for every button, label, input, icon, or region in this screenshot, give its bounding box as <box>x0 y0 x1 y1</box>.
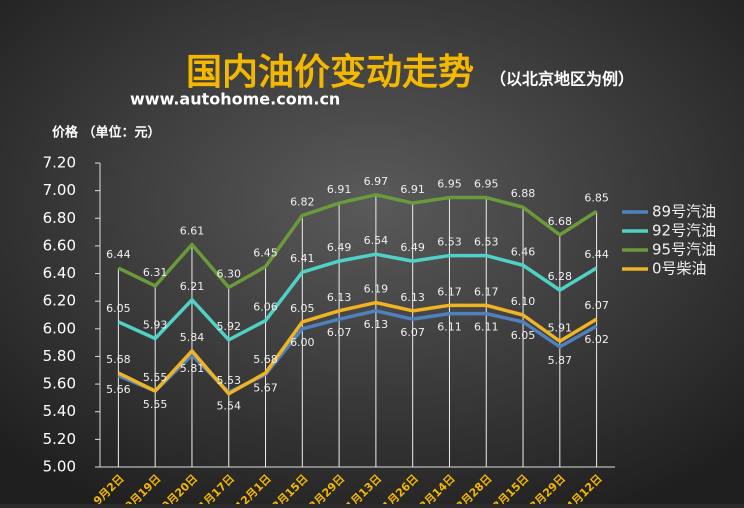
y-tick-label: 6.20 <box>43 292 76 310</box>
data-label: 6.11 <box>474 321 499 334</box>
data-label: 5.66 <box>106 383 131 396</box>
data-label: 6.02 <box>584 333 609 346</box>
series-line <box>117 300 598 396</box>
data-label: 5.87 <box>548 354 573 367</box>
data-label: 5.84 <box>180 331 205 344</box>
y-tick-label: 6.60 <box>43 236 76 254</box>
data-label: 6.49 <box>400 241 425 254</box>
data-label: 6.11 <box>437 321 462 334</box>
data-label: 5.53 <box>217 374 242 387</box>
data-label: 6.54 <box>364 234 389 247</box>
data-label: 6.91 <box>400 183 425 196</box>
data-label: 5.92 <box>217 320 242 333</box>
data-label: 6.13 <box>400 291 425 304</box>
data-label: 6.00 <box>290 336 315 349</box>
data-label: 6.28 <box>548 270 573 283</box>
data-label: 6.95 <box>474 178 499 191</box>
data-label: 5.81 <box>180 362 205 375</box>
data-label: 6.13 <box>327 291 352 304</box>
series-line <box>117 252 598 342</box>
y-tick-label: 5.40 <box>43 402 76 420</box>
chart-subtitle: （以北京地区为例） <box>490 70 634 89</box>
data-label: 6.07 <box>327 326 352 339</box>
data-label: 5.93 <box>143 318 168 331</box>
data-label: 6.13 <box>364 318 389 331</box>
data-label: 6.68 <box>548 215 573 228</box>
data-label: 5.67 <box>253 381 278 394</box>
y-tick-label: 6.40 <box>43 264 76 282</box>
data-label: 6.46 <box>511 245 536 258</box>
legend-label: 95号汽油 <box>652 241 716 259</box>
data-label: 6.85 <box>584 191 609 204</box>
data-label: 6.44 <box>584 248 609 261</box>
legend-label: 0号柴油 <box>652 260 707 278</box>
data-label: 6.53 <box>474 236 499 249</box>
source: www.autohome.com.cn <box>130 90 340 109</box>
data-label: 5.54 <box>217 399 242 412</box>
data-label: 6.06 <box>253 301 278 314</box>
data-label: 6.05 <box>106 302 131 315</box>
data-label: 6.05 <box>290 302 315 315</box>
data-label: 6.88 <box>511 187 536 200</box>
y-tick-label: 6.80 <box>43 209 76 227</box>
data-label: 6.07 <box>584 299 609 312</box>
series-line <box>117 193 598 290</box>
data-label: 6.05 <box>511 329 536 342</box>
data-label: 6.17 <box>437 285 462 298</box>
data-label: 6.91 <box>327 183 352 196</box>
y-tick-label: 6.00 <box>43 319 76 337</box>
y-tick-label: 7.20 <box>43 154 76 172</box>
data-label: 6.95 <box>437 178 462 191</box>
y-axis-label: 价格 （单位：元） <box>52 125 161 141</box>
y-tick-label: 5.00 <box>43 458 76 476</box>
series-line <box>117 309 598 395</box>
data-label: 6.44 <box>106 248 131 261</box>
data-label: 6.21 <box>180 280 205 293</box>
data-label: 6.17 <box>474 285 499 298</box>
data-label: 6.49 <box>327 241 352 254</box>
data-label: 6.19 <box>364 283 389 296</box>
data-label: 5.55 <box>143 371 168 384</box>
data-label: 6.61 <box>180 225 205 238</box>
y-tick-label: 5.20 <box>43 430 76 448</box>
data-label: 6.45 <box>253 247 278 260</box>
y-tick-label: 7.00 <box>43 181 76 199</box>
data-label: 6.41 <box>290 252 315 265</box>
y-tick-label: 5.60 <box>43 375 76 393</box>
data-label: 6.07 <box>400 326 425 339</box>
data-label: 6.53 <box>437 236 462 249</box>
data-label: 5.68 <box>106 353 131 366</box>
chart-title: 国内油价变动走势 <box>186 51 474 93</box>
legend-label: 89号汽油 <box>652 203 716 221</box>
data-label: 5.91 <box>548 321 573 334</box>
data-label: 6.31 <box>143 266 168 279</box>
data-label: 6.30 <box>217 267 242 280</box>
data-label: 5.68 <box>253 353 278 366</box>
data-label: 6.97 <box>364 175 389 188</box>
legend-label: 92号汽油 <box>652 222 716 240</box>
data-label: 6.10 <box>511 295 536 308</box>
data-label: 5.55 <box>143 398 168 411</box>
y-tick-label: 5.80 <box>43 347 76 365</box>
data-label: 6.82 <box>290 196 315 209</box>
